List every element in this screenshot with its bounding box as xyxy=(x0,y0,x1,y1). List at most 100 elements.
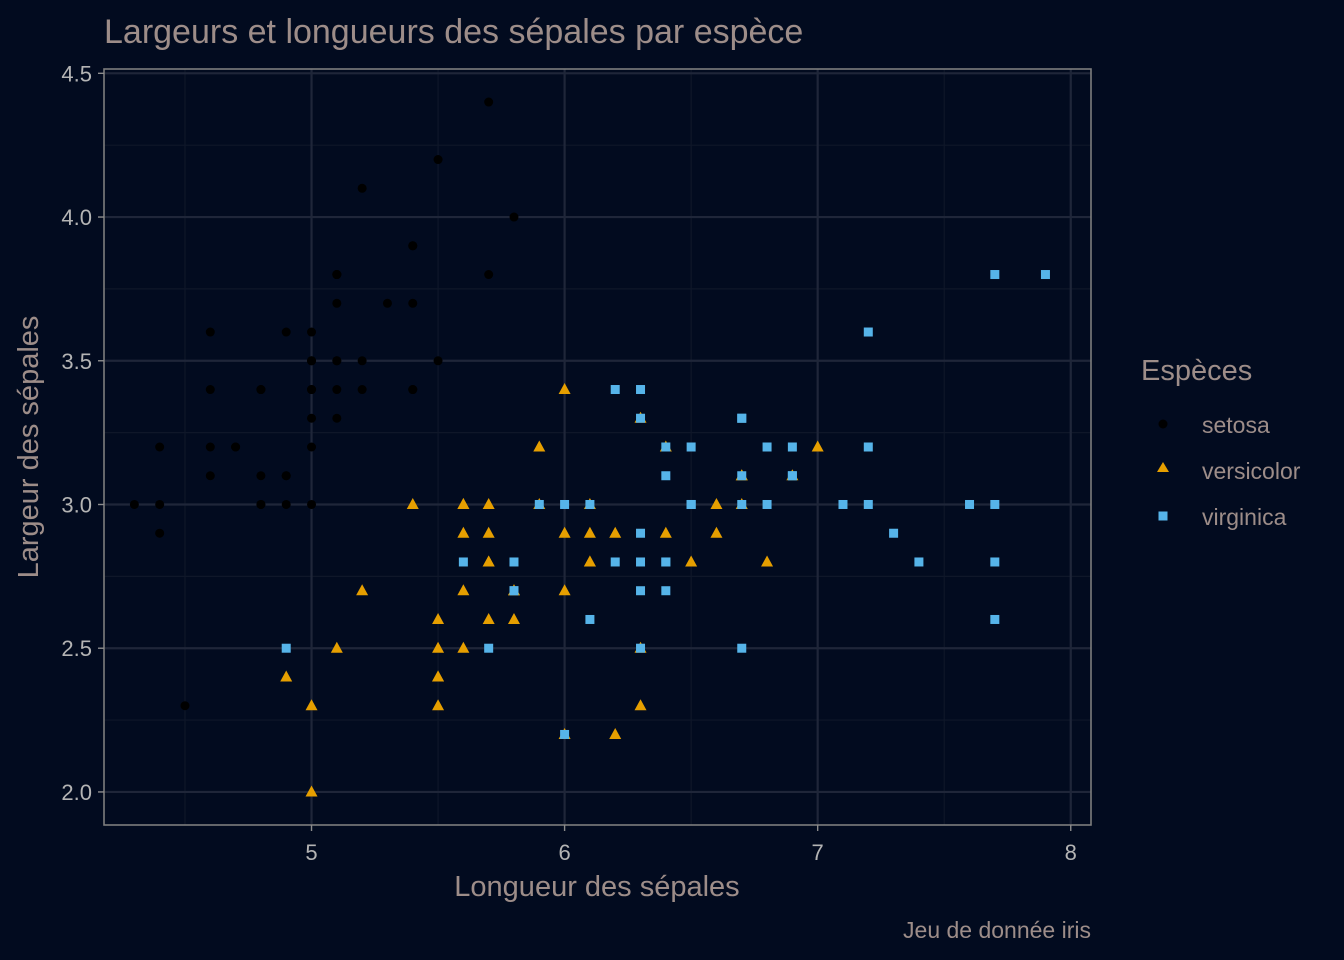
data-point-setosa xyxy=(357,183,367,193)
data-point-setosa xyxy=(256,499,266,509)
data-point-virginica xyxy=(737,413,747,423)
data-point-virginica xyxy=(762,499,772,509)
data-point-setosa xyxy=(155,528,165,538)
chart-caption: Jeu de donnée iris xyxy=(903,917,1091,943)
data-point-virginica xyxy=(534,499,544,509)
chart-title: Largeurs et longueurs des sépales par es… xyxy=(104,13,803,51)
data-point-virginica xyxy=(914,557,924,567)
data-point-setosa xyxy=(180,701,190,711)
data-point-setosa xyxy=(281,327,291,337)
axis-ticks: 5 6 7 8 2.0 2.5 3.0 3.5 4.0 4.5 xyxy=(61,61,1076,865)
plot-panel-border xyxy=(103,68,1092,826)
data-point-setosa xyxy=(484,270,494,280)
data-point-virginica xyxy=(636,528,646,538)
data-point-versicolor xyxy=(482,526,495,538)
data-point-setosa xyxy=(205,327,215,337)
data-point-virginica xyxy=(990,499,1000,509)
data-point-virginica xyxy=(560,729,570,739)
data-point-virginica xyxy=(585,614,595,624)
data-point-versicolor xyxy=(457,584,470,596)
data-point-setosa xyxy=(307,413,317,423)
data-point-versicolor xyxy=(432,670,445,682)
data-point-setosa xyxy=(231,442,241,452)
data-point-virginica xyxy=(484,643,494,653)
data-point-setosa xyxy=(509,212,519,222)
x-tick-label: 5 xyxy=(305,840,317,865)
x-tick-label: 8 xyxy=(1065,840,1077,865)
data-point-virginica xyxy=(686,442,696,452)
data-point-setosa xyxy=(307,327,317,337)
data-points xyxy=(129,97,1050,797)
data-point-versicolor xyxy=(280,670,293,682)
data-point-setosa xyxy=(307,385,317,395)
data-point-versicolor xyxy=(406,497,419,509)
data-point-setosa xyxy=(332,413,342,423)
data-point-versicolor xyxy=(330,641,343,653)
data-point-virginica xyxy=(509,557,519,567)
data-point-virginica xyxy=(585,499,595,509)
data-point-versicolor xyxy=(305,699,318,711)
data-point-virginica xyxy=(636,557,646,567)
data-point-setosa xyxy=(281,499,291,509)
data-point-setosa xyxy=(357,385,367,395)
data-point-versicolor xyxy=(457,641,470,653)
data-point-versicolor xyxy=(482,612,495,624)
data-point-virginica xyxy=(863,442,873,452)
data-point-setosa xyxy=(281,471,291,481)
y-tick-label: 4.5 xyxy=(61,61,92,86)
data-point-setosa xyxy=(433,356,443,366)
data-point-virginica xyxy=(636,385,646,395)
data-point-setosa xyxy=(307,499,317,509)
data-point-setosa xyxy=(307,356,317,366)
data-point-setosa xyxy=(408,298,418,308)
data-point-virginica xyxy=(737,643,747,653)
data-point-setosa xyxy=(484,97,494,107)
grid-lines xyxy=(104,69,1091,825)
data-point-virginica xyxy=(509,586,519,596)
data-point-setosa xyxy=(205,442,215,452)
data-point-virginica xyxy=(863,499,873,509)
legend: Espèces setosa versicolor virginica xyxy=(1141,355,1301,530)
data-point-versicolor xyxy=(609,526,622,538)
data-point-virginica xyxy=(863,327,873,337)
y-tick-label: 3.0 xyxy=(61,492,92,517)
data-point-virginica xyxy=(636,413,646,423)
data-point-versicolor xyxy=(609,727,622,739)
data-point-versicolor xyxy=(457,526,470,538)
data-point-setosa xyxy=(129,499,139,509)
data-point-virginica xyxy=(281,643,291,653)
y-axis-title: Largeur des sépales xyxy=(13,316,45,579)
data-point-versicolor xyxy=(583,555,596,567)
data-point-virginica xyxy=(889,528,899,538)
y-tick-label: 3.5 xyxy=(61,349,92,374)
data-point-setosa xyxy=(155,499,165,509)
legend-key-versicolor xyxy=(1157,462,1169,472)
data-point-versicolor xyxy=(432,699,445,711)
legend-key-setosa xyxy=(1158,419,1168,429)
data-point-virginica xyxy=(610,385,620,395)
data-point-setosa xyxy=(256,385,266,395)
data-point-virginica xyxy=(686,499,696,509)
data-point-versicolor xyxy=(558,383,571,395)
data-point-versicolor xyxy=(305,785,318,797)
legend-label-versicolor: versicolor xyxy=(1202,458,1301,484)
data-point-versicolor xyxy=(558,526,571,538)
y-tick-label: 4.0 xyxy=(61,205,92,230)
data-point-virginica xyxy=(737,499,747,509)
data-point-setosa xyxy=(382,298,392,308)
legend-label-virginica: virginica xyxy=(1202,504,1287,530)
data-point-setosa xyxy=(332,356,342,366)
data-point-virginica xyxy=(990,270,1000,280)
data-point-virginica xyxy=(458,557,468,567)
x-axis-title: Longueur des sépales xyxy=(454,871,739,903)
data-point-versicolor xyxy=(761,555,774,567)
data-point-versicolor xyxy=(659,526,672,538)
data-point-virginica xyxy=(787,442,797,452)
x-tick-label: 6 xyxy=(558,840,570,865)
data-point-versicolor xyxy=(533,440,546,452)
data-point-virginica xyxy=(610,557,620,567)
data-point-versicolor xyxy=(710,497,723,509)
y-tick-label: 2.0 xyxy=(61,780,92,805)
data-point-setosa xyxy=(408,385,418,395)
